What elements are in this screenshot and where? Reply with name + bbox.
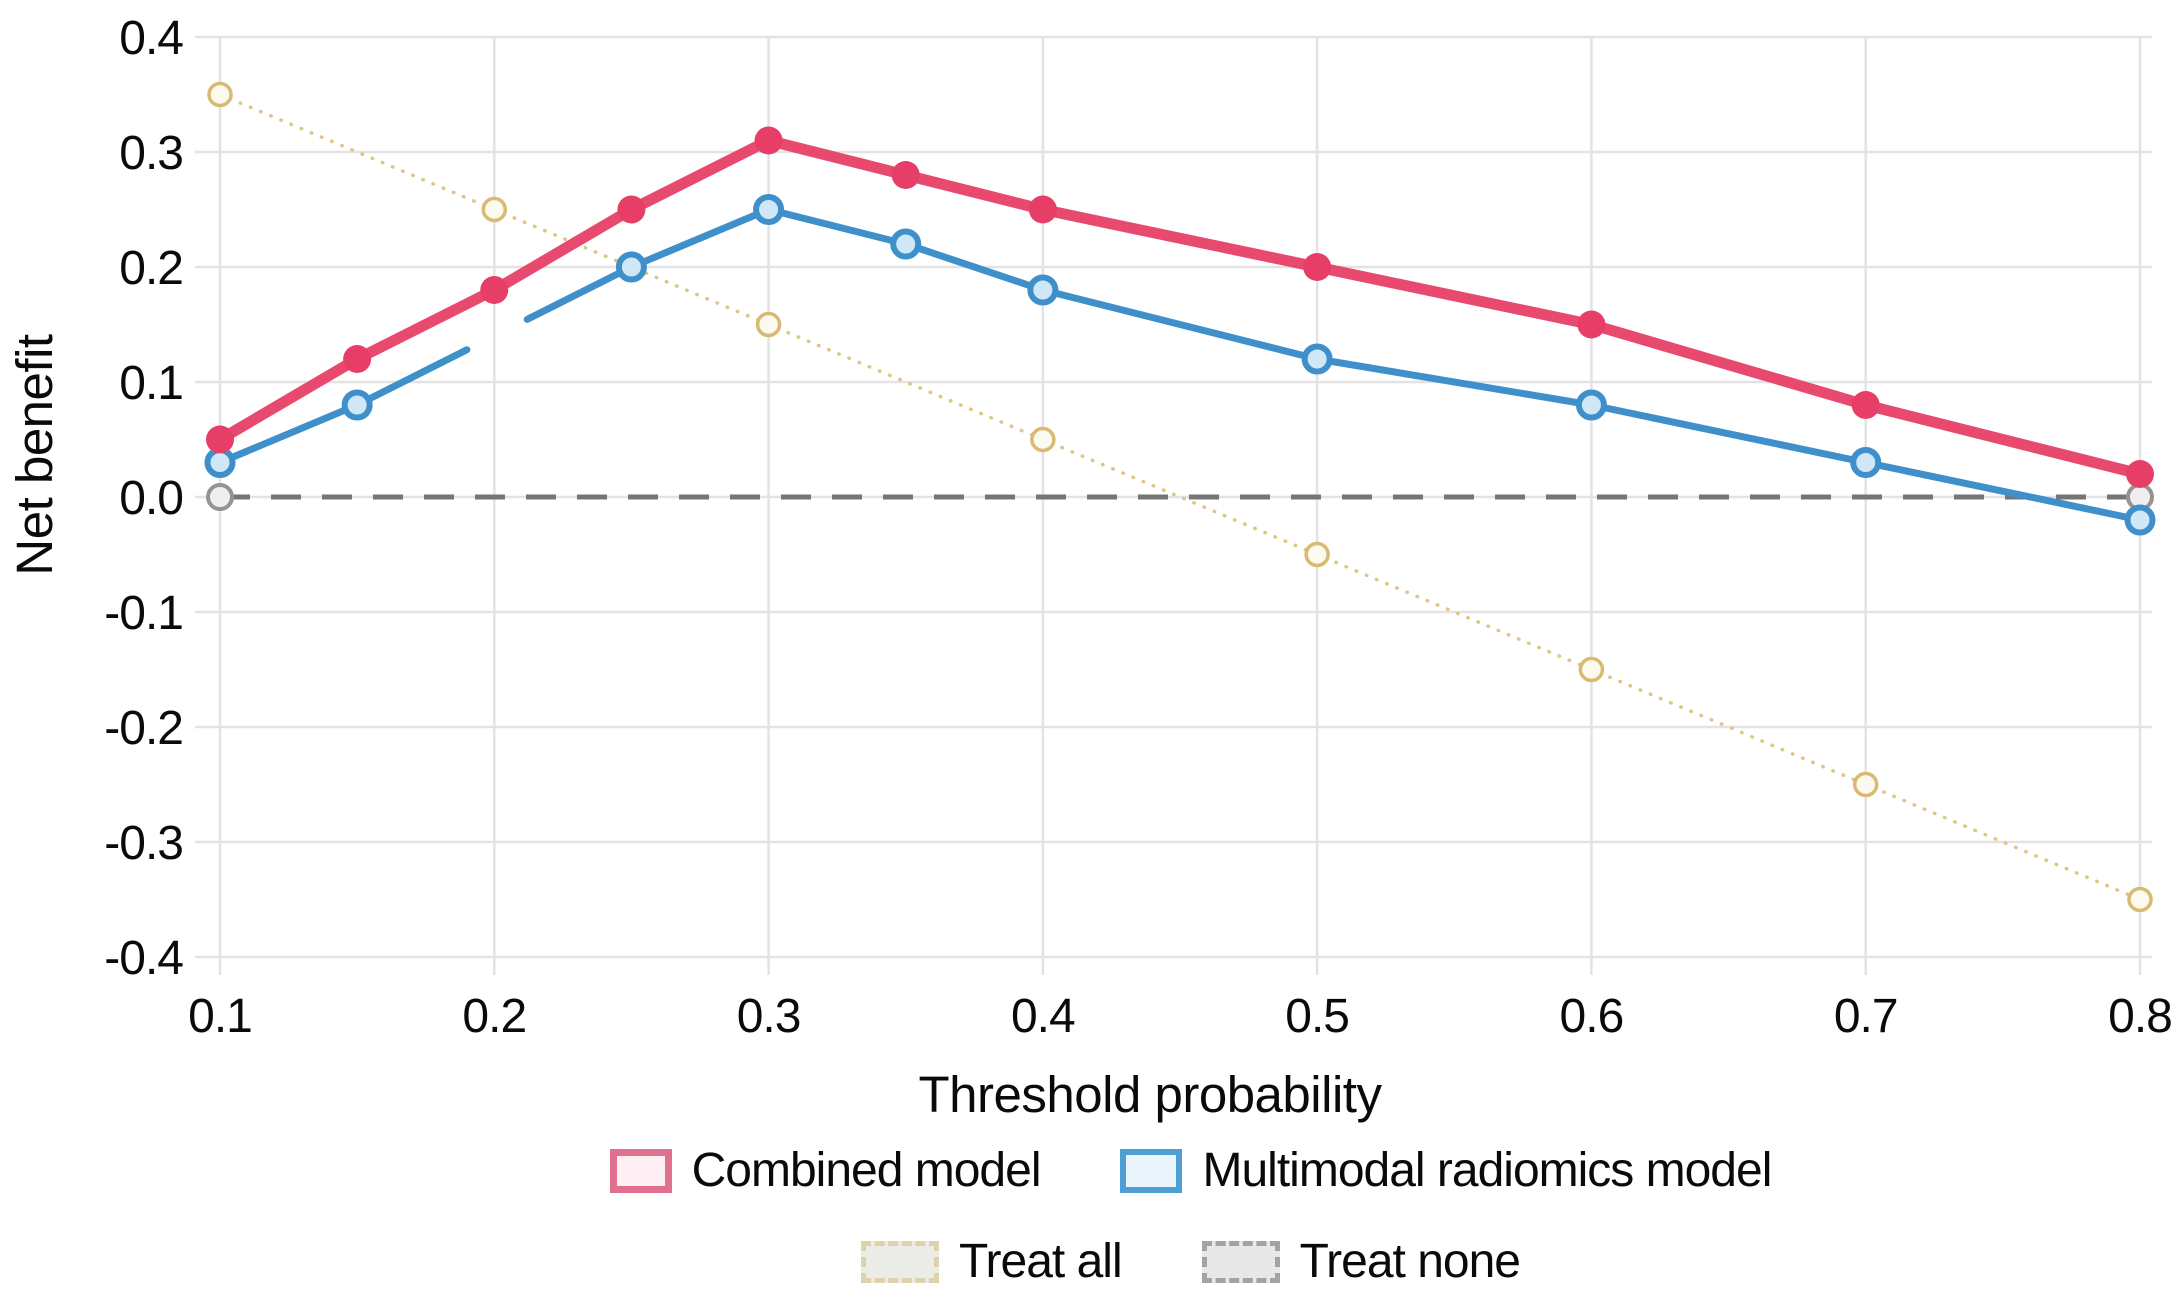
marker-combined-model <box>343 345 372 373</box>
marker-combined-model <box>480 276 509 304</box>
legend-label-combined-model: Combined model <box>691 1144 1042 1197</box>
marker-treat-all <box>1030 426 1056 453</box>
legend-label-treat-all: Treat all <box>959 1235 1123 1288</box>
marker-combined-model <box>206 425 234 454</box>
x-tick-label: 0.8 <box>2108 990 2172 1043</box>
gridlines <box>195 35 2152 975</box>
marker-multimodal-radiomics-model <box>615 251 647 283</box>
legend-swatch-combined-model <box>609 1148 672 1193</box>
marker-combined-model <box>1851 391 1880 419</box>
series-lines <box>204 81 2156 913</box>
marker-treat-all <box>2127 886 2153 913</box>
marker-treat-all <box>207 81 233 108</box>
series-combined-model <box>206 126 2154 488</box>
marker-multimodal-radiomics-model <box>1575 389 1607 421</box>
y-tick-label: 0.3 <box>119 127 183 180</box>
x-tick-label: 0.6 <box>1560 990 1624 1043</box>
legend-swatch-multimodal-radiomics-model <box>1120 1148 1183 1193</box>
marker-multimodal-radiomics-model <box>1301 343 1333 375</box>
marker-combined-model <box>617 195 646 224</box>
series-multimodal-radiomics-model <box>204 194 2156 536</box>
y-tick-label: -0.2 <box>104 702 183 755</box>
marker-combined-model <box>891 161 920 189</box>
marker-treat-all <box>1304 541 1330 568</box>
y-tick-label: 0.1 <box>119 357 183 410</box>
marker-multimodal-radiomics-model <box>1850 447 1882 478</box>
x-axis-title: Threshold probability <box>919 1066 1383 1123</box>
marker-treat-all <box>481 196 508 223</box>
legend-label-treat-none: Treat none <box>1299 1235 1521 1288</box>
y-tick-label: 0.2 <box>119 242 183 295</box>
legend-row-1: Combined model Multimodal radiomics model <box>100 1143 2181 1198</box>
legend-item-treat-none: Treat none <box>1201 1234 1521 1289</box>
marker-combined-model <box>2126 460 2154 488</box>
marker-combined-model <box>1303 253 1332 281</box>
legend-swatch-treat-none <box>1201 1240 1280 1283</box>
legend-swatch-treat-all <box>861 1240 939 1283</box>
marker-treat-all <box>755 311 782 338</box>
marker-treat-all <box>1578 656 1605 683</box>
series-treat-all <box>207 81 2153 913</box>
legend-row-2: Treat all Treat none <box>100 1234 2181 1289</box>
marker-multimodal-radiomics-model <box>753 194 785 225</box>
y-tick-label: -0.4 <box>104 932 183 985</box>
marker-multimodal-radiomics-model <box>890 228 922 260</box>
x-tick-label: 0.5 <box>1285 990 1349 1043</box>
axis-tick-labels: 0.40.30.20.10.0-0.1-0.2-0.3-0.40.1 0.2 0.3… <box>104 12 2173 1043</box>
legend-item-treat-all: Treat all <box>861 1234 1123 1289</box>
marker-combined-model <box>1577 310 1606 339</box>
x-tick-label: 0.2 <box>462 990 526 1043</box>
x-tick-label: 0.7 <box>1834 990 1898 1043</box>
marker-multimodal-radiomics-model <box>2124 504 2156 536</box>
marker-treat-all <box>1852 771 1879 798</box>
marker-combined-model <box>754 126 783 155</box>
legend-item-combined-model: Combined model <box>609 1143 1042 1198</box>
y-tick-label: -0.3 <box>104 817 183 870</box>
y-tick-label: -0.1 <box>104 587 183 640</box>
legend-label-multimodal-radiomics-model: Multimodal radiomics model <box>1202 1144 1772 1197</box>
legend-item-multimodal-radiomics-model: Multimodal radiomics model <box>1120 1143 1772 1198</box>
marker-combined-model <box>1028 195 1057 224</box>
line-combined-model <box>214 135 2146 480</box>
x-tick-label: 0.4 <box>1011 990 1075 1043</box>
y-tick-label: 0.0 <box>119 472 183 525</box>
y-tick-label: 0.4 <box>119 12 183 65</box>
marker-treat-none <box>206 483 234 511</box>
marker-multimodal-radiomics-model <box>1027 274 1059 306</box>
marker-multimodal-radiomics-model <box>204 447 236 478</box>
y-axis-title: Net benefit <box>6 334 63 575</box>
x-tick-label: 0.3 <box>737 990 801 1043</box>
marker-multimodal-radiomics-model <box>341 389 373 421</box>
x-tick-label: 0.1 <box>188 990 252 1043</box>
